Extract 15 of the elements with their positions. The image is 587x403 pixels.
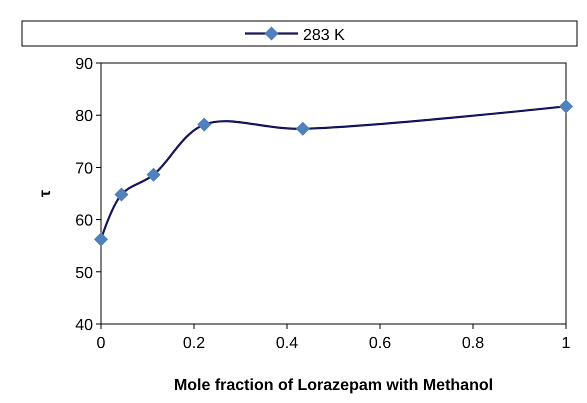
x-tick-label: 0: [96, 335, 106, 352]
legend-label: 283 K: [303, 27, 346, 44]
y-tick-label: 50: [75, 264, 94, 282]
x-axis-title: Mole fraction of Lorazepam with Methanol: [174, 377, 494, 394]
x-tick-label: 0.2: [182, 335, 206, 352]
y-tick-label: 60: [75, 212, 94, 230]
y-axis-title: τ: [37, 190, 54, 198]
y-tick-label: 80: [75, 108, 94, 126]
x-tick-label: 0.8: [462, 335, 484, 352]
y-tick-label: 90: [75, 56, 94, 73]
y-tick-label: 40: [75, 317, 94, 334]
x-tick-label: 0.4: [276, 335, 298, 352]
x-tick-label: 1: [562, 335, 571, 352]
y-tick-label: 70: [75, 160, 94, 178]
x-tick-label: 0.6: [368, 335, 392, 352]
